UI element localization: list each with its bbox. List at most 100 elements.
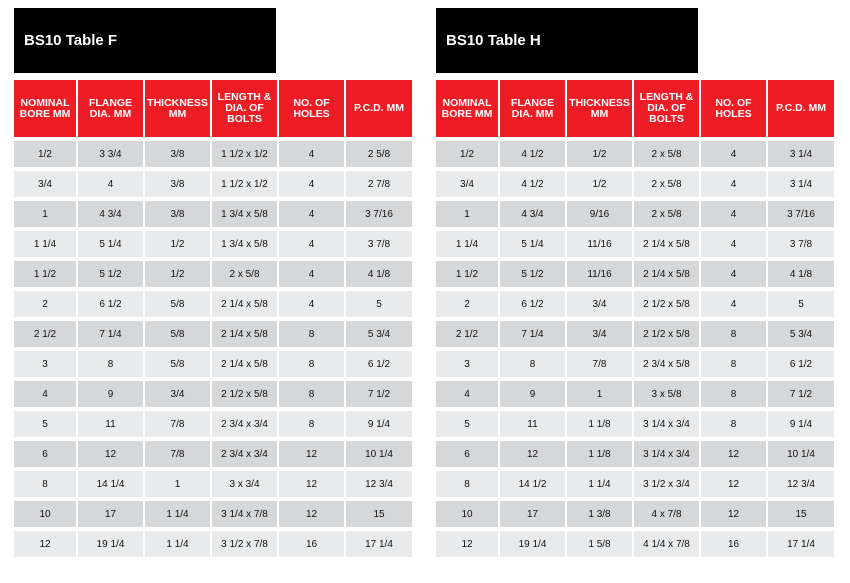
pcd-cell: 4 1/8 [346,257,412,287]
nominal-bore-cell: 4 [14,377,76,407]
table-row: 3 8 7/8 2 3/4 x 5/8 8 6 1/2 [436,347,834,377]
thickness-cell: 7/8 [145,407,210,437]
flange-dia-cell: 4 3/4 [500,197,565,227]
table-row: 5 11 7/8 2 3/4 x 3/4 8 9 1/4 [14,407,412,437]
bolts-cell: 2 1/2 x 5/8 [634,317,699,347]
nominal-bore-cell: 3/4 [14,167,76,197]
nominal-bore-cell: 12 [436,527,498,557]
thickness-cell: 1/2 [145,227,210,257]
nominal-bore-cell: 2 [14,287,76,317]
table-row: 4 9 3/4 2 1/2 x 5/8 8 7 1/2 [14,377,412,407]
nominal-bore-cell: 4 [436,377,498,407]
pcd-cell: 9 1/4 [346,407,412,437]
pcd-cell: 5 3/4 [346,317,412,347]
bolts-cell: 2 3/4 x 3/4 [212,437,277,467]
thickness-cell: 3/4 [567,287,632,317]
table-row: 8 14 1/2 1 1/4 3 1/2 x 3/4 12 12 3/4 [436,467,834,497]
table-f-body: 1/2 3 3/4 3/8 1 1/2 x 1/2 4 2 5/8 3/4 4 3/8 1 1/2… [14,137,412,557]
flange-dia-cell: 12 [78,437,143,467]
bolts-cell: 4 1/4 x 7/8 [634,527,699,557]
thickness-cell: 5/8 [145,347,210,377]
header-nominal-bore: NOMINAL BORE MM [14,80,76,137]
table-row: 6 12 1 1/8 3 1/4 x 3/4 12 10 1/4 [436,437,834,467]
nominal-bore-cell: 3 [14,347,76,377]
pcd-cell: 17 1/4 [768,527,834,557]
nominal-bore-cell: 6 [14,437,76,467]
bolts-cell: 4 x 7/8 [634,497,699,527]
table-row: 5 11 1 1/8 3 1/4 x 3/4 8 9 1/4 [436,407,834,437]
header-thickness: THICKNESS MM [145,80,210,137]
header-holes: NO. OF HOLES [279,80,344,137]
pcd-cell: 15 [346,497,412,527]
flange-dia-cell: 19 1/4 [500,527,565,557]
nominal-bore-cell: 5 [14,407,76,437]
thickness-cell: 1 5/8 [567,527,632,557]
bolts-cell: 2 1/4 x 5/8 [212,347,277,377]
pcd-cell: 3 7/16 [768,197,834,227]
thickness-cell: 1/2 [567,167,632,197]
holes-cell: 4 [701,257,766,287]
bolts-cell: 1 3/4 x 5/8 [212,197,277,227]
pcd-cell: 10 1/4 [346,437,412,467]
nominal-bore-cell: 1 1/2 [14,257,76,287]
flange-dia-cell: 14 1/2 [500,467,565,497]
table-f-panel: BS10 Table F NOMINAL BORE MM FLANGE DIA.… [14,8,412,557]
pcd-cell: 12 3/4 [346,467,412,497]
bolts-cell: 2 1/4 x 5/8 [634,227,699,257]
pcd-cell: 2 7/8 [346,167,412,197]
table-row: 2 1/2 7 1/4 5/8 2 1/4 x 5/8 8 5 3/4 [14,317,412,347]
pcd-cell: 3 1/4 [768,167,834,197]
flange-dia-cell: 17 [500,497,565,527]
pcd-cell: 3 1/4 [768,137,834,167]
flange-dia-cell: 8 [78,347,143,377]
table-row: 1 1/2 5 1/2 1/2 2 x 5/8 4 4 1/8 [14,257,412,287]
table-row: 10 17 1 3/8 4 x 7/8 12 15 [436,497,834,527]
bolts-cell: 3 x 5/8 [634,377,699,407]
thickness-cell: 3/8 [145,137,210,167]
holes-cell: 4 [279,137,344,167]
holes-cell: 12 [701,467,766,497]
bolts-cell: 2 3/4 x 5/8 [634,347,699,377]
holes-cell: 12 [701,437,766,467]
holes-cell: 8 [279,317,344,347]
bolts-cell: 2 x 5/8 [212,257,277,287]
table-header-row: NOMINAL BORE MM FLANGE DIA. MM THICKNESS… [436,80,834,137]
holes-cell: 4 [279,167,344,197]
header-thickness: THICKNESS MM [567,80,632,137]
header-flange-dia: FLANGE DIA. MM [78,80,143,137]
flange-dia-cell: 9 [78,377,143,407]
holes-cell: 4 [701,197,766,227]
pcd-cell: 2 5/8 [346,137,412,167]
holes-cell: 12 [279,497,344,527]
holes-cell: 8 [279,377,344,407]
bolts-cell: 2 1/4 x 5/8 [634,257,699,287]
table-row: 2 1/2 7 1/4 3/4 2 1/2 x 5/8 8 5 3/4 [436,317,834,347]
flange-dia-cell: 7 1/4 [78,317,143,347]
table-row: 3/4 4 3/8 1 1/2 x 1/2 4 2 7/8 [14,167,412,197]
pcd-cell: 12 3/4 [768,467,834,497]
header-pcd: P.C.D. MM [346,80,412,137]
nominal-bore-cell: 8 [436,467,498,497]
pcd-cell: 7 1/2 [346,377,412,407]
holes-cell: 12 [279,437,344,467]
nominal-bore-cell: 10 [14,497,76,527]
holes-cell: 4 [279,287,344,317]
holes-cell: 8 [701,317,766,347]
pcd-cell: 5 3/4 [768,317,834,347]
header-holes: NO. OF HOLES [701,80,766,137]
flange-dia-cell: 11 [78,407,143,437]
thickness-cell: 1 [145,467,210,497]
table-row: 1 1/4 5 1/4 11/16 2 1/4 x 5/8 4 3 7/8 [436,227,834,257]
holes-cell: 4 [701,167,766,197]
table-h: NOMINAL BORE MM FLANGE DIA. MM THICKNESS… [434,80,836,557]
thickness-cell: 3/4 [567,317,632,347]
table-row: 1 1/2 5 1/2 11/16 2 1/4 x 5/8 4 4 1/8 [436,257,834,287]
holes-cell: 4 [701,227,766,257]
pcd-cell: 3 7/8 [346,227,412,257]
table-row: 3 8 5/8 2 1/4 x 5/8 8 6 1/2 [14,347,412,377]
flange-dia-cell: 7 1/4 [500,317,565,347]
thickness-cell: 5/8 [145,317,210,347]
flange-dia-cell: 9 [500,377,565,407]
